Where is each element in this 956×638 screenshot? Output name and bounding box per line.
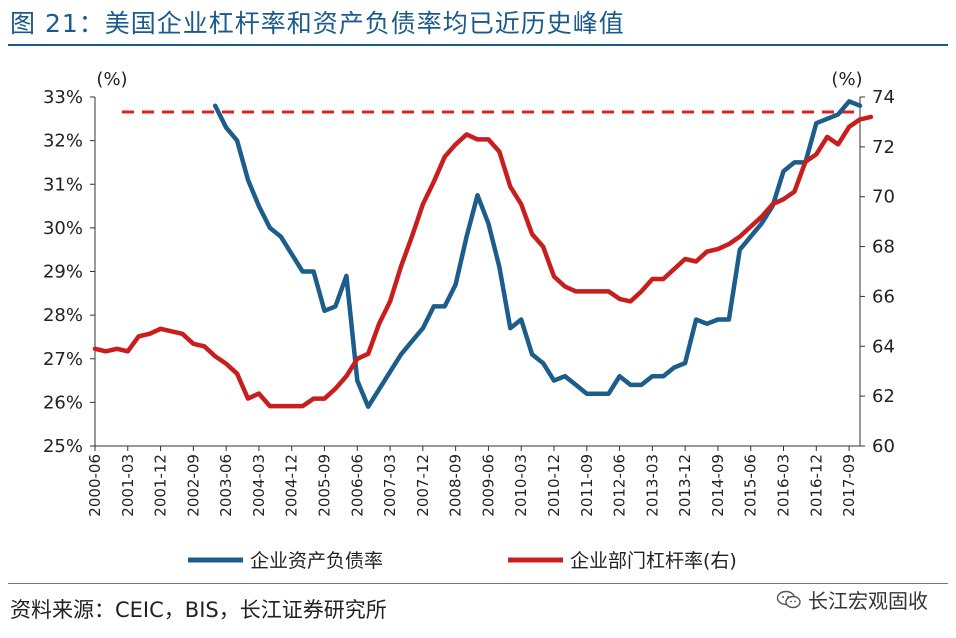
left-tick-label: 29%: [43, 262, 83, 283]
x-tick-label: 2015-06: [742, 454, 760, 517]
x-tick-label: 2007-12: [414, 454, 432, 517]
right-tick-label: 70: [872, 187, 895, 208]
x-tick-label: 2016-03: [775, 454, 793, 517]
right-tick-label: 74: [872, 87, 895, 108]
x-tick-label: 2017-09: [840, 454, 858, 517]
left-tick-label: 32%: [43, 131, 83, 152]
x-tick-label: 2011-09: [578, 454, 596, 517]
left-unit-label: (%): [96, 69, 127, 90]
left-tick-label: 33%: [43, 87, 83, 108]
right-tick-label: 60: [872, 436, 895, 457]
x-tick-label: 2013-03: [643, 454, 661, 517]
x-tick-label: 2001-12: [152, 454, 170, 517]
x-tick-label: 2004-03: [250, 454, 268, 517]
x-tick-label: 2009-06: [479, 454, 497, 517]
left-tick-label: 28%: [43, 305, 83, 326]
page-title: 图 21：美国企业杠杆率和资产负债率均已近历史峰值: [10, 9, 625, 38]
left-tick-label: 27%: [43, 349, 83, 370]
right-tick-label: 68: [872, 237, 895, 258]
x-tick-label: 2012-06: [611, 454, 629, 517]
x-tick-label: 2013-12: [676, 454, 694, 517]
wechat-icon: [776, 590, 801, 608]
right-tick-label: 72: [872, 137, 895, 158]
left-tick-label: 26%: [43, 392, 83, 413]
x-tick-label: 2007-03: [381, 454, 399, 517]
right-tick-label: 66: [872, 286, 895, 307]
legend-label-leverage: 企业部门杠杆率(右): [570, 550, 737, 572]
x-tick-label: 2004-12: [283, 454, 301, 517]
watermark-text: 长江宏观固收: [808, 589, 928, 613]
x-tick-label: 2006-06: [348, 454, 366, 517]
x-tick-label: 2000-06: [86, 454, 104, 517]
left-tick-label: 31%: [43, 174, 83, 195]
x-tick-label: 2003-06: [217, 454, 235, 517]
x-tick-label: 2014-09: [709, 454, 727, 517]
x-tick-label: 2010-03: [512, 454, 530, 517]
legend-label-asset-liability: 企业资产负债率: [250, 550, 383, 572]
right-tick-label: 64: [872, 336, 895, 357]
title-divider: [8, 44, 948, 46]
x-tick-label: 2005-09: [316, 454, 334, 517]
footer-divider: [8, 583, 948, 584]
right-tick-label: 62: [872, 386, 895, 407]
left-tick-label: 30%: [43, 218, 83, 239]
watermark: 长江宏观固收: [776, 585, 928, 614]
x-tick-label: 2016-12: [807, 454, 825, 517]
x-tick-label: 2002-09: [184, 454, 202, 517]
x-tick-label: 2001-03: [119, 454, 137, 517]
right-unit-label: (%): [831, 69, 862, 90]
chart: 25% 26% 27% 28% 29% 30% 31% 32% 33% 60 62 64 66 68 70 7…: [43, 69, 895, 572]
source-note: 资料来源：CEIC，BIS，长江证券研究所: [10, 598, 387, 622]
series-line-leverage: [92, 114, 874, 409]
x-tick-label: 2010-12: [545, 454, 563, 517]
x-tick-label: 2008-09: [447, 454, 465, 517]
left-tick-label: 25%: [43, 436, 83, 457]
series-line-asset-liability: [212, 99, 863, 409]
